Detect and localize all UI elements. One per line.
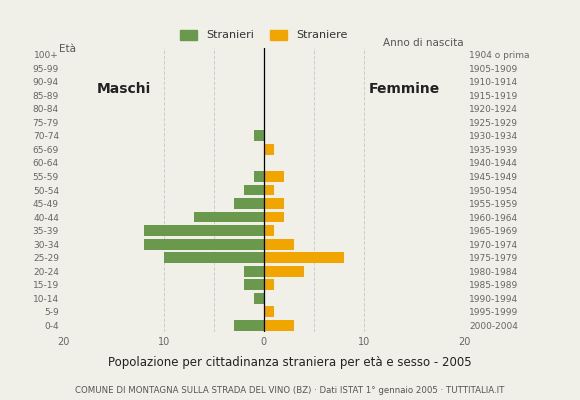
Bar: [244, 279, 264, 290]
Bar: [254, 171, 264, 182]
Bar: [164, 252, 264, 263]
Text: Femmine: Femmine: [368, 82, 440, 96]
Bar: [264, 320, 294, 331]
Text: Popolazione per cittadinanza straniera per età e sesso - 2005: Popolazione per cittadinanza straniera p…: [108, 356, 472, 369]
Legend: Stranieri, Straniere: Stranieri, Straniere: [176, 25, 352, 45]
Bar: [264, 266, 304, 276]
Text: Età: Età: [59, 44, 76, 54]
Bar: [264, 239, 294, 250]
Bar: [264, 144, 274, 155]
Bar: [244, 266, 264, 276]
Bar: [264, 198, 284, 209]
Bar: [244, 184, 264, 196]
Bar: [264, 225, 274, 236]
Bar: [194, 212, 264, 222]
Text: COMUNE DI MONTAGNA SULLA STRADA DEL VINO (BZ) · Dati ISTAT 1° gennaio 2005 · TUT: COMUNE DI MONTAGNA SULLA STRADA DEL VINO…: [75, 386, 505, 395]
Text: Maschi: Maschi: [97, 82, 151, 96]
Bar: [254, 293, 264, 304]
Bar: [264, 279, 274, 290]
Bar: [254, 130, 264, 141]
Bar: [144, 225, 264, 236]
Bar: [264, 252, 344, 263]
Bar: [264, 212, 284, 222]
Bar: [234, 198, 264, 209]
Text: Anno di nascita: Anno di nascita: [383, 38, 464, 48]
Bar: [144, 239, 264, 250]
Bar: [264, 171, 284, 182]
Bar: [264, 306, 274, 317]
Bar: [264, 184, 274, 196]
Bar: [234, 320, 264, 331]
